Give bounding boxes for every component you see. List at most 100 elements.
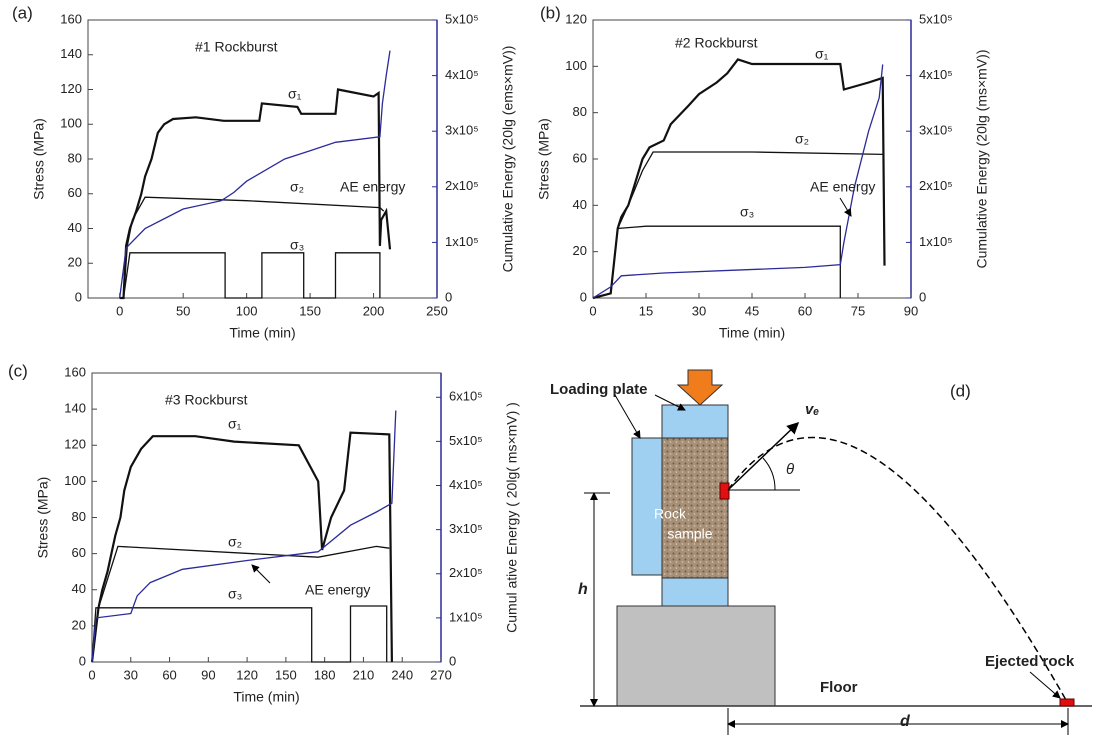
annotation-arrow bbox=[251, 564, 271, 584]
x-tick-label: 60 bbox=[162, 667, 176, 682]
y-tick-label: 140 bbox=[60, 46, 82, 61]
x-tick-label: 270 bbox=[430, 667, 452, 682]
load-arrow bbox=[676, 369, 724, 406]
y2-axis-title: Cumulative Energy (20lg (ems×mV)) bbox=[500, 46, 516, 273]
panel-label: (b) bbox=[540, 3, 561, 22]
rock-fragment bbox=[719, 482, 730, 500]
y-tick-label: 80 bbox=[573, 104, 587, 119]
x-tick-label: 50 bbox=[176, 303, 190, 318]
series-label: σ₂ bbox=[795, 131, 809, 147]
series-line bbox=[119, 50, 391, 299]
x-tick-label: 60 bbox=[798, 303, 812, 318]
x-axis-title: Time (min) bbox=[719, 325, 785, 341]
series-line bbox=[119, 252, 381, 299]
height-label: h bbox=[578, 581, 588, 598]
series-line bbox=[91, 605, 388, 663]
y2-tick-label: 4x10⁵ bbox=[445, 67, 479, 82]
x-tick-label: 90 bbox=[904, 303, 918, 318]
x-axis-title: Time (min) bbox=[229, 325, 295, 341]
y-tick-label: 20 bbox=[72, 617, 86, 632]
x-tick-label: 0 bbox=[589, 303, 596, 318]
y2-tick-label: 4x10⁵ bbox=[449, 477, 483, 492]
chart: 0 30 60 90 120 150 180 210 240 270020406080100120… bbox=[8, 361, 520, 704]
y-tick-label: 100 bbox=[565, 58, 587, 73]
base-block bbox=[616, 605, 776, 707]
x-tick-label: 150 bbox=[275, 667, 297, 682]
x-tick-label: 75 bbox=[851, 303, 865, 318]
pointer bbox=[614, 394, 641, 439]
angle-label: θ bbox=[786, 461, 794, 478]
y-axis-title: Stress (MPa) bbox=[536, 118, 552, 200]
velocity-label: vₑ bbox=[805, 401, 819, 418]
x-tick-label: 120 bbox=[236, 667, 258, 682]
series-line bbox=[592, 58, 886, 300]
chart-title: #2 Rockburst bbox=[675, 35, 758, 51]
series-label: σ₂ bbox=[290, 179, 304, 195]
y-tick-label: 100 bbox=[64, 473, 86, 488]
y2-tick-label: 3x10⁵ bbox=[449, 521, 483, 536]
y-tick-label: 120 bbox=[565, 11, 587, 26]
y2-tick-label: 2x10⁵ bbox=[449, 565, 483, 580]
y2-tick-label: 3x10⁵ bbox=[919, 123, 953, 138]
angle-arc bbox=[762, 457, 776, 491]
y2-tick-label: 5x10⁵ bbox=[919, 11, 953, 26]
x-tick-label: 180 bbox=[314, 667, 336, 682]
x-tick-label: 100 bbox=[236, 303, 258, 318]
y-tick-label: 20 bbox=[573, 243, 587, 258]
y-tick-label: 0 bbox=[79, 653, 86, 668]
y-tick-label: 0 bbox=[580, 289, 587, 304]
trajectory bbox=[727, 436, 1067, 701]
series-line bbox=[119, 196, 385, 299]
y-tick-label: 60 bbox=[68, 185, 82, 200]
distance-label: d bbox=[900, 713, 911, 730]
chart-title: #3 Rockburst bbox=[165, 392, 248, 408]
series-label: σ₁ bbox=[228, 416, 242, 432]
x-tick-label: 0 bbox=[116, 303, 123, 318]
chart: 0 15 30 45 60 75 9002040608010012001x10⁵2x10⁵3… bbox=[536, 3, 990, 340]
rock-label: sample bbox=[667, 526, 712, 542]
y2-tick-label: 5x10⁵ bbox=[445, 11, 479, 26]
y2-tick-label: 6x10⁵ bbox=[449, 389, 483, 404]
y2-tick-label: 5x10⁵ bbox=[449, 433, 483, 448]
panel-label: (d) bbox=[950, 381, 971, 400]
chart: 0 50 100 150 200 25002040608010012014016001x1… bbox=[12, 3, 516, 340]
x-axis-title: Time (min) bbox=[233, 689, 299, 705]
y-tick-label: 140 bbox=[64, 401, 86, 416]
pointer bbox=[1029, 671, 1061, 699]
rock-sample bbox=[661, 437, 729, 579]
x-tick-label: 45 bbox=[745, 303, 759, 318]
series-label: σ₁ bbox=[288, 86, 302, 102]
x-tick-label: 15 bbox=[639, 303, 653, 318]
annotation-arrow bbox=[839, 197, 852, 217]
y-tick-label: 160 bbox=[64, 364, 86, 379]
series-line bbox=[90, 431, 393, 663]
y-tick-label: 160 bbox=[60, 11, 82, 26]
y2-tick-label: 3x10⁵ bbox=[445, 123, 479, 138]
series-line bbox=[592, 64, 884, 299]
x-tick-label: 200 bbox=[363, 303, 385, 318]
y-tick-label: 20 bbox=[68, 255, 82, 270]
plate-label: Loading plate bbox=[550, 381, 648, 398]
series-label: AE energy bbox=[305, 582, 370, 598]
x-tick-label: 240 bbox=[391, 667, 413, 682]
y-tick-label: 60 bbox=[573, 150, 587, 165]
y2-tick-label: 2x10⁵ bbox=[445, 178, 479, 193]
y2-tick-label: 1x10⁵ bbox=[445, 234, 479, 249]
panel-label: (a) bbox=[12, 3, 33, 22]
y-tick-label: 60 bbox=[72, 545, 86, 560]
diagram: (d) Rock sample Loading plate vₑ θ h d F… bbox=[550, 369, 1092, 735]
velocity-arrow bbox=[727, 421, 800, 491]
y2-tick-label: 0 bbox=[449, 653, 456, 668]
y2-tick-label: 1x10⁵ bbox=[449, 609, 483, 624]
y2-tick-label: 0 bbox=[445, 289, 452, 304]
rock-label: Rock bbox=[654, 506, 687, 522]
top-plate bbox=[661, 404, 729, 439]
y-tick-label: 40 bbox=[68, 220, 82, 235]
y-axis-title: Stress (MPa) bbox=[35, 477, 51, 559]
y-tick-label: 100 bbox=[60, 116, 82, 131]
series-line bbox=[592, 225, 841, 299]
series-label: σ₃ bbox=[228, 586, 242, 602]
y2-tick-label: 4x10⁵ bbox=[919, 67, 953, 82]
pointer bbox=[654, 394, 686, 411]
